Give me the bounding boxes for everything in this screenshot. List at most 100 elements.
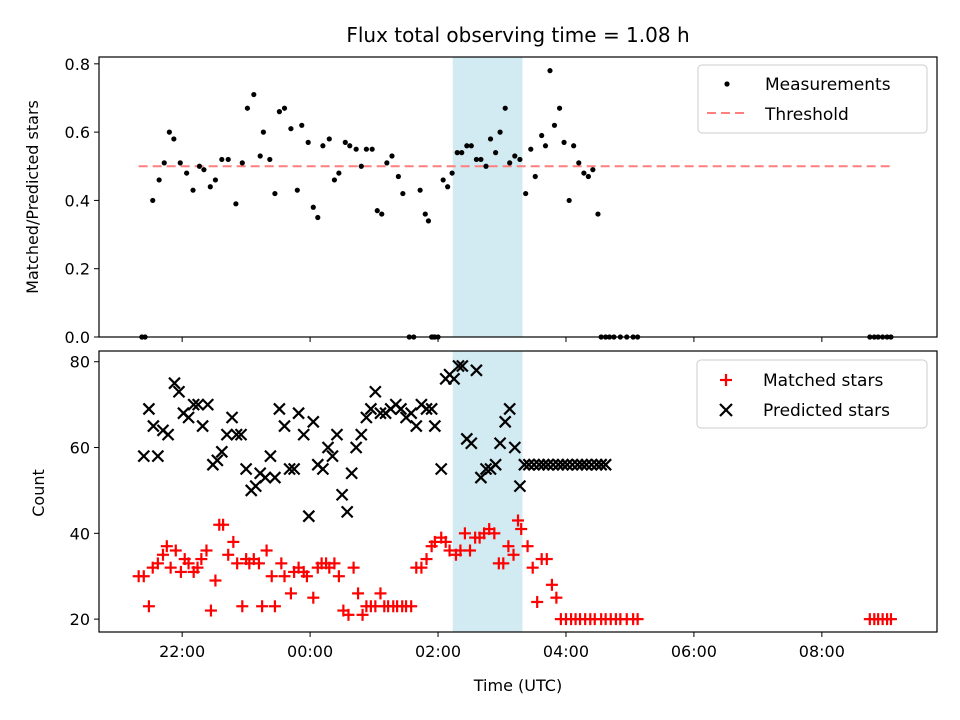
predicted-stars-point <box>147 419 160 433</box>
measurement-point <box>294 187 300 193</box>
measurement-point <box>276 109 282 115</box>
measurement-point <box>190 187 196 193</box>
predicted-stars-point <box>137 449 151 463</box>
predicted-stars-point <box>456 359 469 373</box>
measurement-point <box>239 160 245 166</box>
predicted-stars-point <box>498 415 512 429</box>
measurement-point <box>595 211 601 217</box>
matched-stars-point <box>356 608 369 621</box>
predicted-stars-point <box>187 398 200 411</box>
predicted-stars-point <box>142 402 156 416</box>
ratio-panel: 0.00.20.40.60.8 Matched/Predicted stars … <box>23 55 938 347</box>
predicted-stars-point <box>447 372 461 386</box>
predicted-stars-point <box>168 376 181 390</box>
predicted-stars-point <box>513 479 527 493</box>
measurement-point <box>497 129 503 135</box>
matched-stars-point <box>195 553 208 566</box>
predicted-stars-point <box>321 441 335 454</box>
matched-stars-point <box>222 548 235 561</box>
measurement-point <box>244 105 251 111</box>
x-tick-label: 08:00 <box>799 642 845 661</box>
matched-stars-point <box>405 600 418 613</box>
count-plot-frame <box>98 350 938 633</box>
matched-stars-point <box>488 527 501 540</box>
x-tick-label: 04:00 <box>543 642 589 661</box>
predicted-stars-point <box>566 458 579 471</box>
predicted-stars-point <box>259 471 272 484</box>
measurement-point <box>585 173 591 180</box>
measurement-point <box>478 156 484 163</box>
matched-stars-point <box>164 561 177 574</box>
measurement-point <box>267 156 273 163</box>
predicted-stars-point <box>287 462 301 476</box>
measurement-point <box>547 68 553 74</box>
matched-stars-point <box>507 548 520 561</box>
predicted-stars-point <box>211 454 224 467</box>
measurement-point <box>561 139 567 145</box>
matched-stars-point <box>550 591 563 604</box>
count-y-tick-label: 60 <box>70 439 90 458</box>
matched-stars-point <box>526 561 539 574</box>
measurement-point <box>288 126 294 132</box>
predicted-stars-point <box>316 462 330 476</box>
measurement-point <box>468 143 474 149</box>
legend-measurements-label: Measurements <box>765 75 891 95</box>
measurement-point <box>184 170 190 176</box>
predicted-stars-point <box>404 406 418 420</box>
predicted-stars-point <box>493 436 507 450</box>
predicted-stars-point <box>560 458 574 471</box>
measurement-point <box>542 143 549 149</box>
predicted-stars-point <box>330 428 344 441</box>
measurement-point <box>257 153 263 159</box>
measurement-point <box>347 143 353 149</box>
predicted-stars-point <box>225 411 239 424</box>
measurement-point <box>272 190 278 197</box>
measurement-point <box>464 143 470 149</box>
ratio-highlight-span <box>452 57 523 337</box>
legend-measurements-marker <box>724 81 730 87</box>
legend-matched-label: Matched stars <box>763 371 883 391</box>
matched-stars-point <box>332 570 345 583</box>
predicted-stars-point <box>196 419 209 433</box>
measurement-point <box>440 177 446 183</box>
measurement-point <box>260 129 267 135</box>
measurement-point <box>417 187 423 193</box>
predicted-stars-point <box>273 402 286 416</box>
x-axis-label: Time (UTC) <box>473 676 562 695</box>
matched-stars-point <box>169 544 182 557</box>
predicted-stars-point <box>541 458 555 471</box>
measurement-point <box>336 170 342 176</box>
measurement-point <box>551 122 558 128</box>
measurement-point <box>207 184 213 190</box>
predicted-stars-point <box>364 402 378 416</box>
measurement-point <box>581 170 587 176</box>
predicted-stars-point <box>556 458 570 471</box>
predicted-stars-point <box>369 385 382 399</box>
predicted-stars-point <box>268 471 282 484</box>
measurement-point <box>251 91 257 98</box>
matched-stars-point <box>328 557 341 570</box>
matched-stars-point <box>160 540 173 553</box>
measurement-point <box>571 143 577 149</box>
ratio-y-tick-label: 0.2 <box>65 260 90 279</box>
legend-matched-marker <box>720 374 732 386</box>
measurement-point <box>528 146 534 152</box>
measurement-point <box>384 160 390 166</box>
predicted-stars-point <box>230 428 243 441</box>
matched-stars-point <box>531 595 544 608</box>
measurement-point <box>320 143 326 149</box>
predicted-stars-point <box>599 458 612 471</box>
predicted-stars-point <box>489 458 502 471</box>
predicted-stars-point <box>360 411 373 424</box>
count-y-axis-label: Count <box>29 469 48 517</box>
measurement-point <box>310 204 316 210</box>
matched-stars-point <box>342 608 355 621</box>
predicted-stars-point <box>340 505 354 519</box>
matched-stars-point <box>300 570 313 583</box>
predicted-stars-point <box>546 458 560 471</box>
measurement-point <box>219 156 225 163</box>
measurement-point <box>502 105 508 111</box>
measurement-point <box>171 136 177 142</box>
